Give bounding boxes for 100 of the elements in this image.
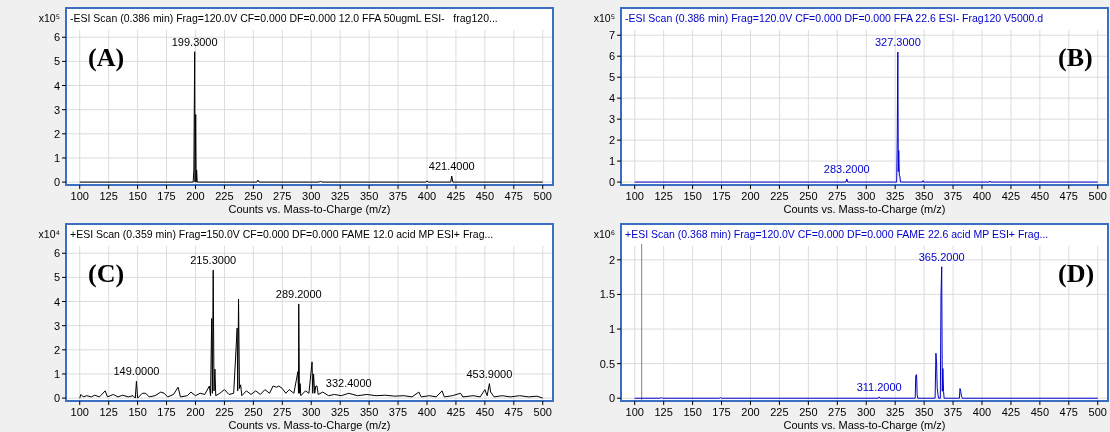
x-tick-label: 400 xyxy=(417,406,437,418)
annotation: 453.9000 xyxy=(466,367,513,380)
x-tick-label: 250 xyxy=(799,406,818,418)
y-tick-label: 2 xyxy=(608,134,615,147)
y-tick-label: 7 xyxy=(608,29,615,42)
y-tick-label: 1 xyxy=(53,151,60,164)
chart-title: +ESI Scan (0.368 min) Frag=120.0V CF=0.000 DF=0.000 FAME 22.6 acid MP ESI+ Frag... xyxy=(625,228,1049,240)
annotation: 215.3000 xyxy=(190,254,237,267)
x-tick-label: 350 xyxy=(914,190,934,202)
y-tick-label: 5 xyxy=(608,71,615,84)
y-axis-title: x10⁵ xyxy=(38,12,60,24)
x-tick-label: 300 xyxy=(302,406,321,418)
x-tick-label: 375 xyxy=(388,190,408,202)
y-tick-label: 5 xyxy=(53,55,60,68)
x-tick-label: 350 xyxy=(914,406,934,418)
x-tick-label: 350 xyxy=(359,406,379,418)
x-tick-label: 300 xyxy=(857,406,876,418)
y-tick-label: 6 xyxy=(53,31,60,44)
x-tick-label: 125 xyxy=(654,190,673,202)
x-tick-label: 275 xyxy=(828,190,847,202)
x-tick-label: 125 xyxy=(99,406,118,418)
x-tick-label: 500 xyxy=(533,190,552,202)
x-tick-label: 450 xyxy=(1030,190,1050,202)
y-axis-title: x10⁶ xyxy=(593,228,615,240)
x-tick-label: 100 xyxy=(625,190,644,202)
x-tick-label: 400 xyxy=(972,190,992,202)
x-tick-label: 225 xyxy=(770,190,789,202)
annotation: 283.2000 xyxy=(823,162,870,175)
x-tick-label: 150 xyxy=(683,190,702,202)
x-tick-label: 300 xyxy=(302,190,321,202)
annotation: (B) xyxy=(1058,43,1093,72)
annotation: 149.0000 xyxy=(113,365,160,378)
x-tick-label: 250 xyxy=(244,190,263,202)
x-axis-title: Counts vs. Mass-to-Charge (m/z) xyxy=(783,419,946,431)
y-tick-label: 2 xyxy=(53,127,60,140)
y-tick-label: 0 xyxy=(608,392,615,405)
y-tick-label: 2 xyxy=(608,253,615,266)
x-tick-label: 375 xyxy=(388,406,408,418)
chart-title: -ESI Scan (0.386 min) Frag=120.0V CF=0.000 DF=0.000 FFA 22.6 ESI- Frag120 V5000.d xyxy=(625,12,1044,24)
y-tick-label: 6 xyxy=(53,247,60,260)
x-tick-label: 200 xyxy=(741,406,760,418)
x-tick-label: 475 xyxy=(1059,190,1078,202)
x-tick-label: 150 xyxy=(128,406,147,418)
x-tick-label: 175 xyxy=(157,190,176,202)
x-tick-label: 200 xyxy=(186,190,205,202)
x-tick-label: 325 xyxy=(885,406,905,418)
annotation: 421.4000 xyxy=(428,160,475,173)
annotation: 327.3000 xyxy=(874,36,921,49)
annotation: 332.4000 xyxy=(325,377,372,390)
annotation: 289.2000 xyxy=(275,287,322,300)
x-tick-label: 475 xyxy=(504,406,523,418)
x-tick-label: 225 xyxy=(215,406,234,418)
annotation: 365.2000 xyxy=(918,250,965,263)
x-tick-label: 425 xyxy=(446,190,466,202)
y-tick-label: 0 xyxy=(53,176,60,189)
y-tick-label: 1.5 xyxy=(599,288,615,301)
x-tick-label: 475 xyxy=(504,190,523,202)
x-tick-label: 425 xyxy=(1001,406,1021,418)
x-tick-label: 275 xyxy=(828,406,847,418)
x-tick-label: 100 xyxy=(70,406,89,418)
y-tick-label: 5 xyxy=(53,271,60,284)
annotation: 311.2000 xyxy=(856,380,902,393)
x-tick-label: 125 xyxy=(99,190,118,202)
x-tick-label: 175 xyxy=(712,190,731,202)
x-tick-label: 500 xyxy=(1088,406,1107,418)
x-tick-label: 425 xyxy=(446,406,466,418)
chart-title: +ESI Scan (0.359 min) Frag=150.0V CF=0.000 DF=0.000 FAME 12.0 acid MP ESI+ Frag... xyxy=(70,228,494,240)
y-tick-label: 1 xyxy=(53,367,60,380)
x-tick-label: 275 xyxy=(273,190,292,202)
x-tick-label: 225 xyxy=(215,190,234,202)
annotation: (A) xyxy=(88,43,125,72)
annotation: (D) xyxy=(1058,259,1095,288)
x-tick-label: 450 xyxy=(475,406,495,418)
x-tick-label: 400 xyxy=(972,406,992,418)
x-tick-label: 325 xyxy=(330,406,350,418)
x-tick-label: 325 xyxy=(330,190,350,202)
annotation: 199.3000 xyxy=(171,35,218,48)
x-axis-title: Counts vs. Mass-to-Charge (m/z) xyxy=(228,203,391,215)
y-axis-title: x10⁵ xyxy=(593,12,615,24)
line-series xyxy=(634,266,1099,399)
y-tick-label: 4 xyxy=(608,92,615,105)
y-tick-label: 1 xyxy=(608,323,615,336)
x-tick-label: 325 xyxy=(885,190,905,202)
x-tick-label: 100 xyxy=(625,406,644,418)
x-tick-label: 100 xyxy=(70,190,89,202)
x-tick-label: 275 xyxy=(273,406,292,418)
x-tick-label: 500 xyxy=(533,406,552,418)
x-tick-label: 175 xyxy=(157,406,176,418)
x-tick-label: 475 xyxy=(1059,406,1078,418)
annotation: (C) xyxy=(88,259,125,288)
y-tick-label: 0 xyxy=(608,176,615,189)
x-tick-label: 175 xyxy=(712,406,731,418)
y-tick-label: 0.5 xyxy=(599,357,615,370)
y-tick-label: 3 xyxy=(53,319,60,332)
x-tick-label: 250 xyxy=(799,190,818,202)
x-tick-label: 450 xyxy=(475,190,495,202)
x-axis-title: Counts vs. Mass-to-Charge (m/z) xyxy=(228,419,391,431)
x-tick-label: 500 xyxy=(1088,190,1107,202)
y-tick-label: 4 xyxy=(53,79,60,92)
chart-title: -ESI Scan (0.386 min) Frag=120.0V CF=0.000 DF=0.000 12.0 FFA 50ugmL ESI- frag120... xyxy=(70,12,498,24)
